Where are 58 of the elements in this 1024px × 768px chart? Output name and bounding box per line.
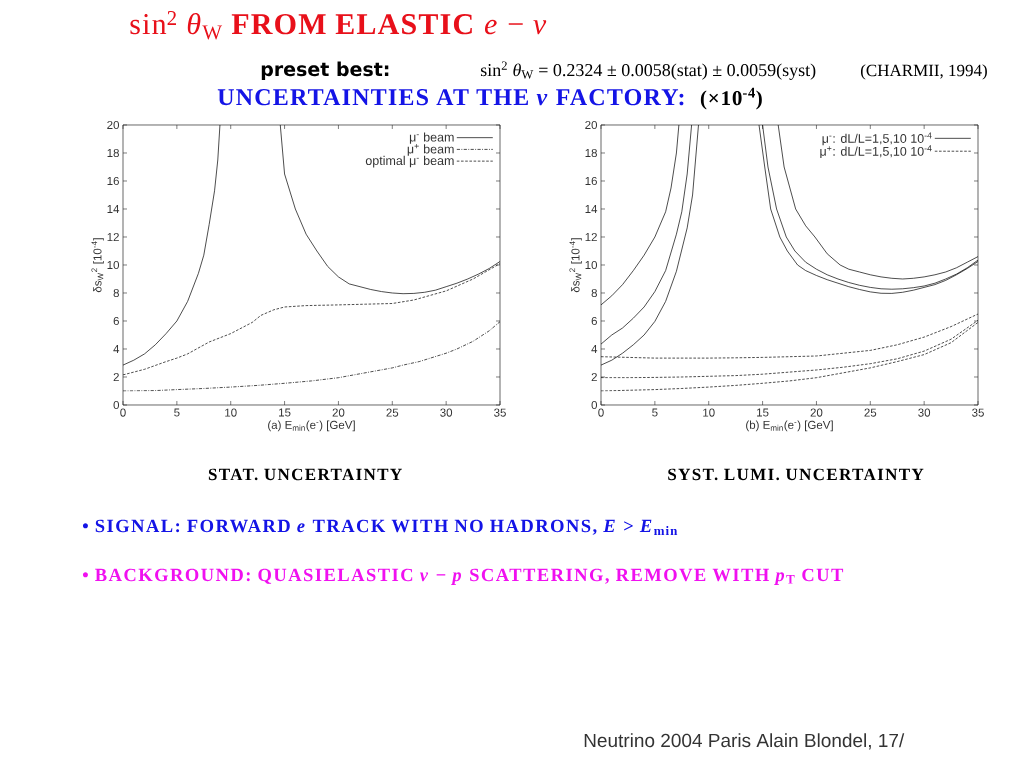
y-tick-label: 2 [113, 372, 119, 382]
text: (×10$^{-4}$) [700, 87, 762, 110]
y-tick-label: 18 [107, 148, 119, 158]
x-tick-label: 35 [494, 408, 506, 417]
y-tick-label: 14 [107, 205, 120, 213]
y-tick-label: 20 [107, 120, 120, 130]
y-tick-label: 18 [585, 148, 597, 158]
y-tick-label: 4 [591, 345, 598, 353]
text: • SIGNAL: FORWARD e TRACK WITH NO HADRONS, E > E$_{min}$ [82, 519, 678, 536]
x-tick-label: 0 [120, 408, 126, 417]
legend-label: μ$^{+}$ beam [407, 143, 454, 156]
text: STAT. UNCERTAINTY [208, 468, 402, 481]
x-tick-label: 35 [972, 408, 984, 417]
y-tick-label: 12 [585, 232, 597, 242]
text: sin$^{2}$ θ$_{W}$ = 0.2324 ± 0.0058(stat) ± 0.0059(syst) [480, 61, 816, 80]
x-axis-title: (a) E$_{min}$(e$^{-}$) [GeV] [268, 420, 355, 432]
y-tick-label: 4 [113, 345, 120, 353]
y-tick-label: 0 [591, 400, 598, 410]
legend-label: μ$^{-}$: dL/L=1,5,10 10$^{-4}$ [822, 132, 932, 146]
x-tick-label: 25 [864, 408, 877, 417]
y-axis-title: δs$_{W}$$^{2}$ [10$^{-4}$] [569, 238, 582, 293]
y-tick-label: 16 [585, 176, 597, 186]
y-axis-title: δs$_{W}$$^{2}$ [10$^{-4}$] [91, 238, 104, 293]
y-tick-label: 16 [107, 176, 119, 186]
y-tick-label: 20 [585, 120, 598, 130]
legend-label: μ$^{-}$ beam [409, 132, 454, 144]
legend-label: μ$^{+}$: dL/L=1,5,10 10$^{-4}$ [820, 145, 932, 159]
y-tick-label: 12 [107, 232, 119, 242]
y-tick-label: 8 [591, 288, 597, 298]
x-tick-label: 10 [225, 408, 237, 417]
y-tick-label: 6 [591, 316, 597, 326]
text: UNCERTAINTIES AT THE ν FACTORY: [217, 89, 684, 106]
x-tick-label: 15 [757, 408, 769, 417]
x-tick-label: 20 [810, 408, 823, 417]
y-tick-label: 0 [113, 400, 120, 410]
x-tick-label: 5 [174, 408, 180, 417]
x-tick-label: 30 [440, 408, 453, 417]
y-tick-label: 14 [585, 205, 598, 213]
x-tick-label: 30 [918, 408, 931, 417]
x-tick-label: 25 [386, 408, 399, 417]
x-tick-label: 0 [598, 408, 604, 417]
y-tick-label: 6 [113, 316, 119, 326]
text: Neutrino 2004 Paris Alain Blondel, 17/ [584, 733, 905, 750]
x-tick-label: 10 [703, 408, 715, 417]
legend-label: optimal μ$^{-}$ beam [365, 155, 454, 168]
x-tick-label: 15 [279, 408, 291, 417]
y-tick-label: 10 [107, 260, 120, 270]
text: preset best: [261, 61, 389, 80]
text: SYST. LUMI. UNCERTAINTY [668, 468, 924, 481]
text: • BACKGROUND: QUASIELASTIC ν − p SCATTERING, REMOVE WITH p$_{T}$ CUT [82, 568, 844, 585]
text: sin$^{2}$ θ$_{W}$ FROM ELASTIC e − ν [130, 11, 547, 40]
x-tick-label: 20 [332, 408, 345, 417]
text: (CHARMII, 1994) [860, 64, 987, 80]
y-tick-label: 2 [591, 372, 597, 382]
y-tick-label: 8 [113, 288, 119, 298]
x-axis-title: (b) E$_{min}$(e$^{-}$) [GeV] [746, 420, 833, 432]
x-tick-label: 5 [652, 408, 658, 417]
y-tick-label: 10 [585, 260, 598, 270]
